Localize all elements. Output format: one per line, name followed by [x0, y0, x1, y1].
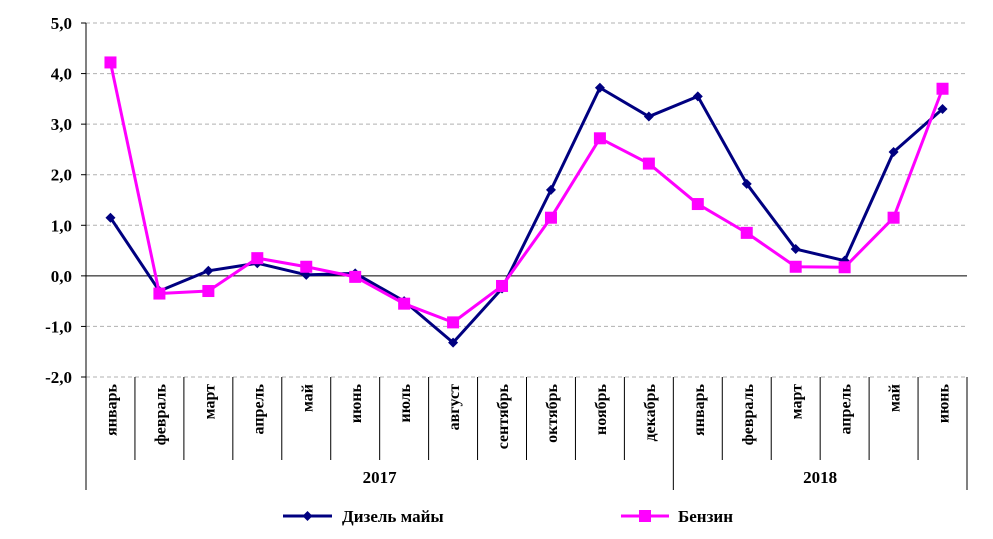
y-tick-label: 4,0: [51, 65, 72, 84]
y-tick-labels: -2,0 -1,0 0,0 1,0 2,0 3,0 4,0 5,0: [45, 14, 72, 387]
data-point: [593, 132, 606, 145]
legend: Дизель майы Бензин: [283, 507, 733, 526]
data-point: [691, 198, 704, 211]
year-label: 2018: [803, 468, 837, 487]
data-point: [692, 91, 703, 102]
data-point: [594, 82, 605, 93]
data-point: [887, 211, 900, 224]
legend-marker: [639, 510, 651, 522]
x-tick-label: март: [201, 384, 218, 419]
x-tick-label: сентябрь: [495, 383, 512, 449]
data-point: [740, 226, 753, 239]
data-point: [448, 337, 459, 348]
data-point: [643, 111, 654, 122]
x-tick-label: февраль: [740, 383, 757, 445]
data-point: [741, 178, 752, 189]
data-point: [937, 103, 948, 114]
x-tick-label: июнь: [348, 383, 365, 423]
legend-marker: [302, 511, 313, 521]
data-point: [202, 285, 215, 298]
x-tick-label: июнь: [936, 383, 953, 423]
data-point: [349, 270, 362, 283]
legend-label: Бензин: [678, 507, 733, 526]
data-point: [251, 252, 264, 265]
x-tick-label: март: [789, 384, 806, 419]
data-point: [642, 157, 655, 170]
x-tick-label: декабрь: [642, 383, 659, 441]
data-point: [545, 184, 556, 195]
data-point: [300, 260, 313, 273]
x-tick-label: февраль: [152, 383, 169, 445]
year-labels: 2017 2018: [363, 468, 838, 487]
x-tick-label: август: [446, 384, 463, 431]
y-tick-label: -2,0: [45, 368, 72, 387]
y-tick-label: 3,0: [51, 115, 72, 134]
x-tick-label: апрель: [250, 383, 267, 434]
x-tick-label: январь: [103, 383, 120, 435]
year-label: 2017: [363, 468, 398, 487]
y-tick-label: 1,0: [51, 216, 72, 235]
data-point: [398, 297, 411, 310]
series-line: [109, 86, 944, 345]
data-point: [203, 265, 214, 276]
data-point: [544, 211, 557, 224]
data-point: [790, 244, 801, 255]
legend-label: Дизель майы: [342, 507, 444, 526]
y-tick-label: 2,0: [51, 166, 72, 185]
data-point: [838, 261, 851, 274]
data-point: [496, 279, 509, 292]
data-point: [447, 316, 460, 329]
x-tick-label: октябрь: [544, 383, 561, 442]
x-tick-labels: январь февраль март апрель май июнь июль август…: [103, 383, 952, 449]
y-tick-label: 5,0: [51, 14, 72, 33]
x-tick-label: ноябрь: [593, 383, 610, 434]
series: [104, 56, 949, 348]
x-tick-label: июль: [397, 383, 414, 422]
x-tick-label: май: [299, 384, 316, 412]
x-tick-label: май: [887, 384, 904, 412]
data-point: [104, 56, 117, 69]
gridlines: [86, 22, 967, 378]
data-point: [936, 82, 949, 95]
x-tick-label: апрель: [838, 383, 855, 434]
series-line: [109, 62, 944, 324]
y-tick-label: 0,0: [51, 267, 72, 286]
data-point: [153, 287, 166, 300]
data-point: [789, 260, 802, 273]
axes: [81, 22, 968, 490]
x-tick-label: январь: [691, 383, 708, 435]
y-tick-label: -1,0: [45, 317, 72, 336]
data-point: [105, 212, 116, 223]
data-point: [888, 146, 899, 157]
